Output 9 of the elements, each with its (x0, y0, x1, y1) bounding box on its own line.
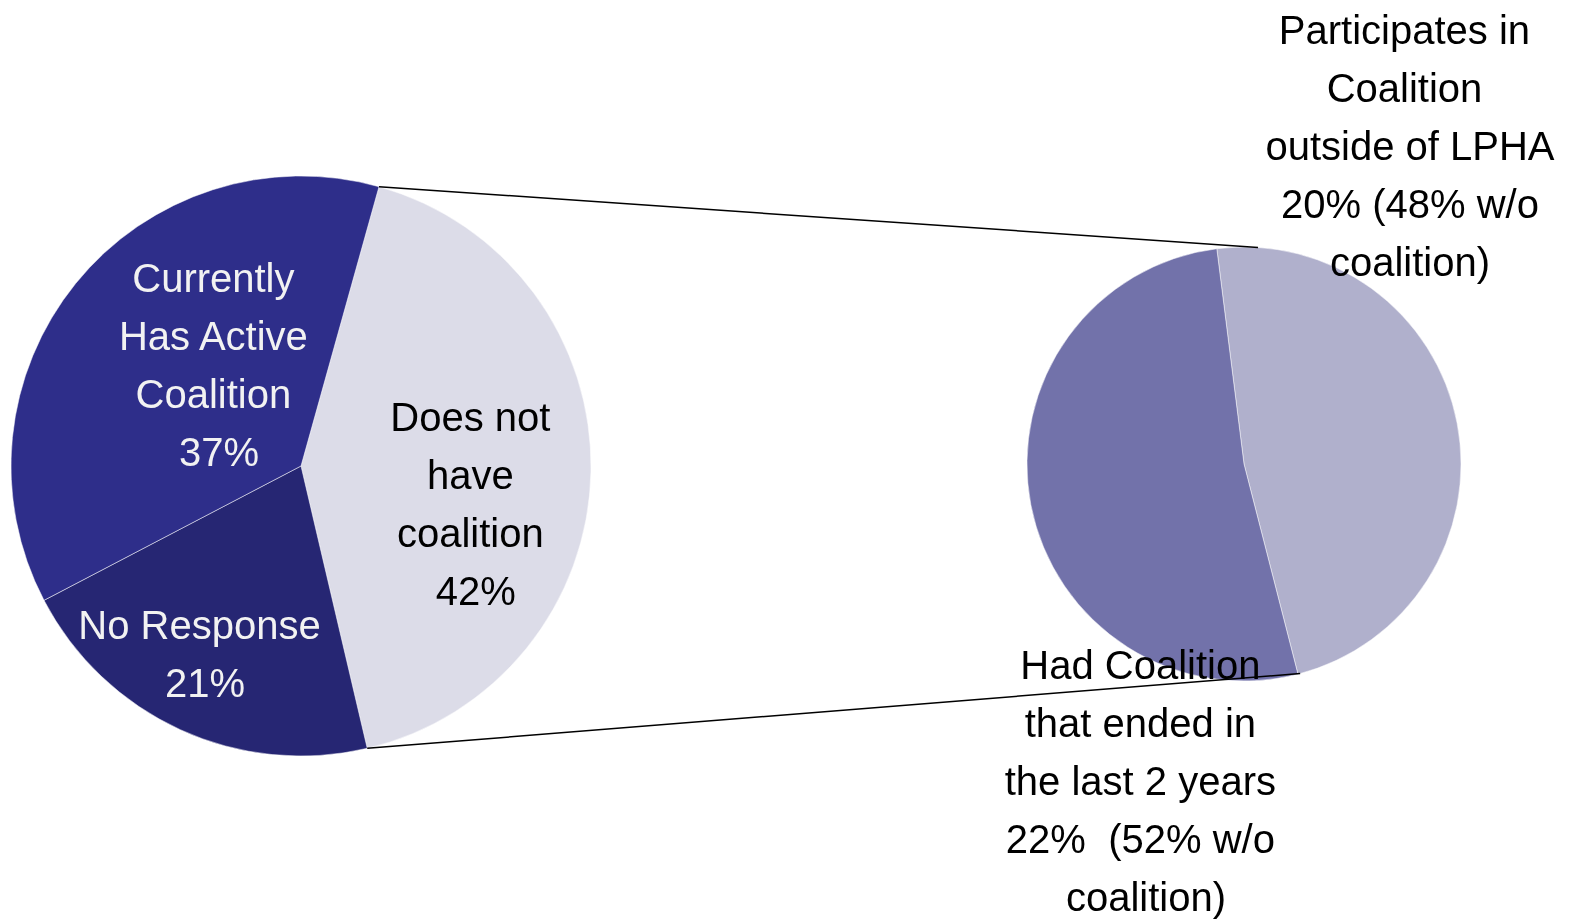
slice-label: Currently Has Active Coalition (118, 256, 319, 417)
data-label: 21% (164, 660, 246, 705)
data-label: 22% (52% w/o coalition) (1005, 817, 1286, 920)
slice-label: Participates in Coalition outside of LPHA (1265, 8, 1555, 169)
data-label: 37% (178, 430, 259, 475)
slice-label: Does not have coalition (390, 394, 562, 555)
slice-label: No Response (78, 602, 332, 647)
data-label: 42% (435, 568, 516, 613)
data-label: 20% (48% w/o coalition) (1269, 182, 1551, 285)
